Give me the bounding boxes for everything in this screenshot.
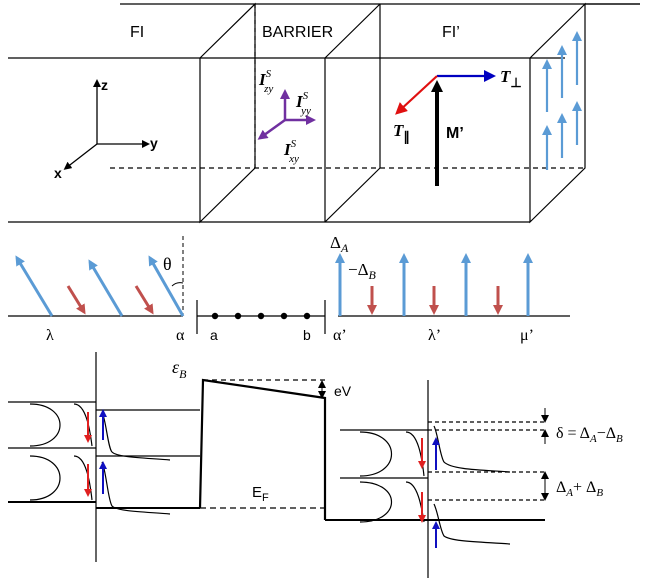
- delta-a-label: ΔA: [330, 233, 349, 255]
- spin-current-xy-label: IS xy: [283, 138, 299, 165]
- spin-arrow-down: [66, 285, 86, 315]
- site-label-alpha-prime: α’: [333, 327, 347, 344]
- band-spin-arrows: [84, 409, 440, 548]
- barrier-site: [234, 312, 242, 320]
- coordinate-axes: [63, 79, 150, 170]
- site-label-lambda: λ: [46, 327, 54, 344]
- spin-current-zy-label: IS zy: [258, 68, 273, 95]
- barrier-right-top: [324, 3, 381, 59]
- spin-current-arrows: [257, 89, 316, 140]
- left-dos-curve-down: [101, 411, 171, 461]
- magnetization-label: M’: [446, 125, 464, 142]
- left-dos-curve-up: [29, 455, 93, 501]
- torque-parallel-arrow: [395, 75, 438, 115]
- barrier-potential: [198, 378, 327, 520]
- left-dos-curve-down: [101, 461, 171, 515]
- fi-prime-end-face: [529, 2, 586, 224]
- right-dos-curve-b: [433, 425, 511, 473]
- z-axis-label: z: [101, 77, 108, 93]
- spin-arrow-up: [148, 255, 185, 317]
- band-diagram: [8, 352, 549, 578]
- left-dos-curve-up: [29, 403, 93, 447]
- y-axis-label: y: [150, 135, 158, 151]
- site-label-mu-prime: μ’: [520, 327, 534, 344]
- barrier-site: [257, 312, 265, 320]
- barrier-right-bottom: [324, 167, 381, 223]
- spin-arrow-up: [15, 255, 54, 317]
- junction-3d: [8, 2, 640, 224]
- spin-current-xy-arrow: [257, 118, 286, 140]
- right-dos-curve-b: [433, 503, 511, 545]
- end-face-spin-arrows: [542, 31, 582, 170]
- barrier-left-face: [199, 2, 256, 224]
- delta-equation: δ = ΔA−ΔB: [556, 425, 623, 445]
- x-axis-label: x: [54, 165, 62, 181]
- x-axis-arrow: [63, 143, 98, 170]
- spin-arrow-up: [88, 259, 124, 317]
- theta-arc: [171, 282, 184, 287]
- spin-current-yy-label: IS yy: [295, 90, 311, 117]
- region-label-fi: FI: [130, 24, 144, 41]
- right-dos-curve-down: [359, 481, 425, 523]
- torque-parallel-label: T∥: [393, 121, 410, 145]
- barrier-site: [211, 312, 219, 320]
- region-label-fi-prime: FI’: [442, 24, 460, 41]
- fermi-level-label: EF: [252, 484, 269, 504]
- torque-perp-label: T⊥: [500, 67, 522, 90]
- sum-equation: ΔA+ ΔB: [556, 479, 603, 499]
- right-dos-curve-up: [359, 431, 425, 477]
- spin-chain: [8, 236, 570, 334]
- barrier-site: [303, 312, 311, 320]
- theta-label: θ: [163, 254, 172, 274]
- bias-label: eV: [334, 383, 352, 399]
- site-label-a: a: [210, 327, 218, 343]
- spin-arrow-down: [134, 285, 154, 315]
- barrier-energy-label: εB: [172, 357, 187, 381]
- minus-delta-b-label: −ΔB: [348, 260, 377, 282]
- site-label-lambda-prime: λ’: [428, 327, 441, 344]
- site-label-b: b: [303, 327, 311, 343]
- site-label-alpha: α: [176, 327, 185, 344]
- barrier-site: [280, 312, 288, 320]
- region-label-barrier: BARRIER: [262, 24, 333, 41]
